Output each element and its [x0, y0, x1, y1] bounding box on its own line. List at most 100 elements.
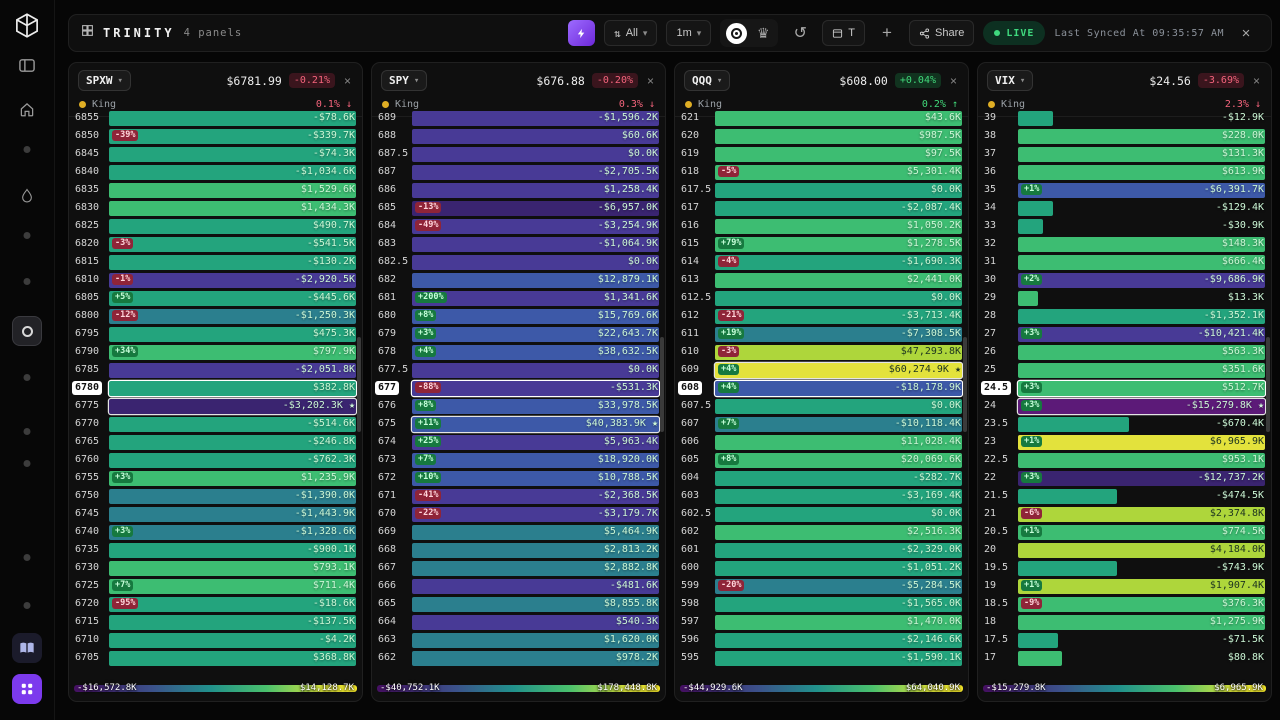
strike-row[interactable]: 18.5 -9% $376.3K [978, 595, 1271, 613]
scrollbar-thumb[interactable] [963, 336, 967, 432]
strike-row[interactable]: 684 -49% -$3,254.9K [372, 217, 665, 235]
strike-row[interactable]: 6845 -$74.3K [69, 145, 362, 163]
nav-dot-4[interactable] [23, 374, 31, 381]
strike-row[interactable]: 23 +1% $6,965.9K [978, 433, 1271, 451]
strike-row[interactable]: 672 +10% $10,788.5K [372, 469, 665, 487]
strike-row[interactable]: 6830 $1,434.3K [69, 199, 362, 217]
strike-row[interactable]: 6720 -95% -$18.6K [69, 595, 362, 613]
active-nav-item[interactable] [12, 316, 42, 346]
strike-row[interactable]: 6730 $793.1K [69, 559, 362, 577]
strike-row[interactable]: 667 $2,882.8K [372, 559, 665, 577]
close-icon[interactable]: × [1241, 24, 1251, 42]
strike-row[interactable]: 6785 -$2,051.8K [69, 361, 362, 379]
crown-icon[interactable]: ♛ [756, 24, 770, 41]
strike-row[interactable]: 665 $8,855.8K [372, 595, 665, 613]
strike-row[interactable]: 663 $1,620.0K [372, 631, 665, 649]
strike-row[interactable]: 6745 -$1,443.9K [69, 505, 362, 523]
bolt-button[interactable] [568, 20, 596, 46]
strike-row[interactable]: 19 +1% $1,907.4K [978, 577, 1271, 595]
mode-toggle-button[interactable]: T [822, 20, 865, 46]
panel-close-icon[interactable]: × [646, 73, 654, 88]
strike-row[interactable]: 603 -$3,169.4K [675, 487, 968, 505]
strike-row[interactable]: 619 $97.5K [675, 145, 968, 163]
strike-row[interactable]: 604 -$282.7K [675, 469, 968, 487]
strike-row[interactable]: 6770 -$514.6K [69, 415, 362, 433]
panel-close-icon[interactable]: × [1252, 73, 1260, 88]
strike-row[interactable]: 687.5 $0.0K [372, 145, 665, 163]
strike-row[interactable]: 17 $80.8K [978, 649, 1271, 667]
strike-row[interactable]: 673 +7% $18,920.0K [372, 451, 665, 469]
strike-row[interactable]: 621 $43.6K [675, 109, 968, 127]
add-panel-button[interactable]: + [882, 23, 892, 42]
sidebar-toggle-icon[interactable] [19, 58, 36, 73]
strike-row[interactable]: 21.5 -$474.5K [978, 487, 1271, 505]
strike-row[interactable]: 22 +3% -$12,737.2K [978, 469, 1271, 487]
strike-row[interactable]: 6790 +34% $797.9K [69, 343, 362, 361]
strike-row[interactable]: 668 $2,813.2K [372, 541, 665, 559]
strike-row[interactable]: 598 -$1,565.0K [675, 595, 968, 613]
strike-row[interactable]: 28 -$1,352.1K [978, 307, 1271, 325]
strike-row[interactable]: 18 $1,275.9K [978, 613, 1271, 631]
strike-row[interactable]: 17.5 -$71.5K [978, 631, 1271, 649]
strike-row[interactable]: 686 $1,258.4K [372, 181, 665, 199]
strike-row[interactable]: 26 $563.3K [978, 343, 1271, 361]
strike-row[interactable]: 20 $4,184.0K [978, 541, 1271, 559]
strike-row[interactable]: 675 +11% $40,383.9K ★ [372, 415, 665, 433]
strike-row[interactable]: 29 $13.3K [978, 289, 1271, 307]
strike-row[interactable]: 21 -6% $2,374.8K [978, 505, 1271, 523]
strike-row[interactable]: 19.5 -$743.9K [978, 559, 1271, 577]
strike-row[interactable]: 6755 +3% $1,235.9K [69, 469, 362, 487]
strike-row[interactable]: 6800 -12% -$1,250.3K [69, 307, 362, 325]
strike-rows[interactable]: 689 -$1,596.2K 688 $60.6K 687.5 $0.0K 687 -$2,7… [372, 109, 665, 678]
strike-row[interactable]: 6810 -1% -$2,920.5K [69, 271, 362, 289]
strike-row[interactable]: 6750 -$1,390.0K [69, 487, 362, 505]
nav-dot-1[interactable] [23, 146, 31, 153]
scrollbar-thumb[interactable] [1266, 336, 1270, 432]
strike-row[interactable]: 23.5 -$670.4K [978, 415, 1271, 433]
strike-rows[interactable]: 621 $43.6K 620 $987.5K 619 $97.5K 618 -5% $5,301… [675, 109, 968, 678]
strike-row[interactable]: 616 $1,050.2K [675, 217, 968, 235]
scrollbar-thumb[interactable] [660, 336, 664, 432]
filter-dropdown[interactable]: ⇅ All ▾ [604, 20, 658, 46]
strike-row[interactable]: 24 +3% -$15,279.8K ★ [978, 397, 1271, 415]
strike-row[interactable]: 609 +4% $60,274.9K ★ [675, 361, 968, 379]
strike-row[interactable]: 6825 $490.7K [69, 217, 362, 235]
strike-row[interactable]: 682.5 $0.0K [372, 253, 665, 271]
strike-row[interactable]: 614 -4% -$1,690.3K [675, 253, 968, 271]
strike-row[interactable]: 6815 -$130.2K [69, 253, 362, 271]
strike-row[interactable]: 607 +7% -$10,118.4K [675, 415, 968, 433]
strike-row[interactable]: 681 +200% $1,341.6K [372, 289, 665, 307]
strike-row[interactable]: 35 +1% -$6,391.7K [978, 181, 1271, 199]
strike-row[interactable]: 20.5 +1% $774.5K [978, 523, 1271, 541]
strike-row[interactable]: 617 -$2,087.4K [675, 199, 968, 217]
strike-row[interactable]: 6780 $382.8K [69, 379, 362, 397]
strike-row[interactable]: 6735 -$900.1K [69, 541, 362, 559]
strike-rows[interactable]: 6855 -$78.6K 6850 -39% -$339.7K 6845 -$74.3K 68… [69, 109, 362, 678]
strike-row[interactable]: 6710 -$4.2K [69, 631, 362, 649]
strike-row[interactable]: 6715 -$137.5K [69, 613, 362, 631]
strike-row[interactable]: 677.5 $0.0K [372, 361, 665, 379]
strike-row[interactable]: 6835 $1,529.6K [69, 181, 362, 199]
share-button[interactable]: Share [909, 20, 975, 46]
strike-row[interactable]: 605 +8% $20,069.6K [675, 451, 968, 469]
strike-row[interactable]: 6855 -$78.6K [69, 109, 362, 127]
strike-rows[interactable]: 39 -$12.9K 38 $228.0K 37 $131.3K 36 $613.9K 35 +1… [978, 109, 1271, 678]
strike-row[interactable]: 602 $2,516.3K [675, 523, 968, 541]
strike-row[interactable]: 30 +2% -$9,686.9K [978, 271, 1271, 289]
history-icon[interactable]: ↺ [793, 25, 807, 42]
timeframe-dropdown[interactable]: 1m ▾ [666, 20, 712, 46]
strike-row[interactable]: 6795 $475.3K [69, 325, 362, 343]
strike-row[interactable]: 607.5 $0.0K [675, 397, 968, 415]
flame-icon[interactable] [21, 188, 34, 204]
book-icon[interactable] [12, 633, 42, 663]
strike-row[interactable]: 683 -$1,064.9K [372, 235, 665, 253]
nav-dot-8[interactable] [23, 602, 31, 609]
strike-row[interactable]: 688 $60.6K [372, 127, 665, 145]
strike-row[interactable]: 618 -5% $5,301.4K [675, 163, 968, 181]
strike-row[interactable]: 620 $987.5K [675, 127, 968, 145]
strike-row[interactable]: 679 +3% $22,643.7K [372, 325, 665, 343]
strike-row[interactable]: 666 -$481.6K [372, 577, 665, 595]
apps-button[interactable] [12, 674, 42, 704]
ticker-dropdown[interactable]: SPY ▾ [381, 70, 428, 91]
panel-close-icon[interactable]: × [949, 73, 957, 88]
